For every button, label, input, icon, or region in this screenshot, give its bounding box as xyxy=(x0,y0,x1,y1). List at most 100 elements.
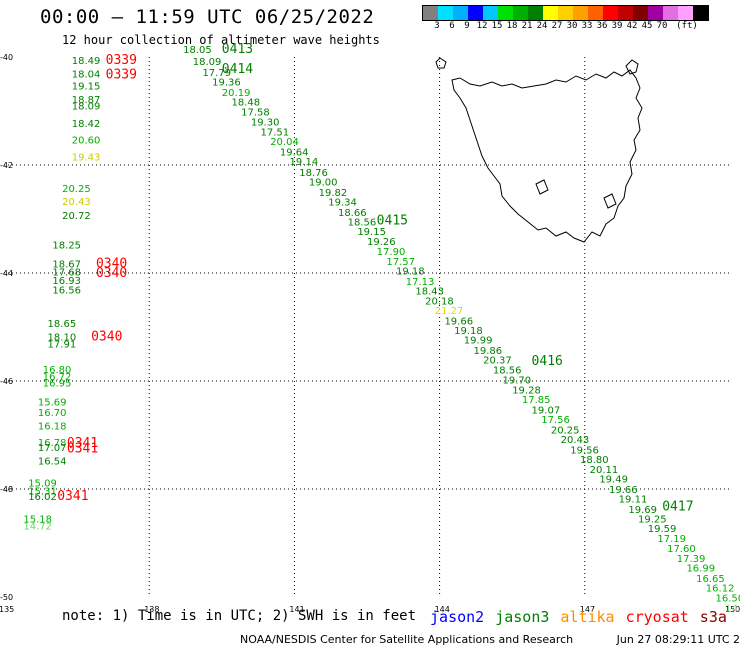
y-tick-label: -44 xyxy=(0,269,13,278)
footer: NOAA/NESDIS Center for Satellite Applica… xyxy=(240,633,740,646)
swh-value: 16.95 xyxy=(43,378,72,389)
swh-value: 17.56 xyxy=(541,415,570,426)
swh-value: 19.86 xyxy=(473,346,502,357)
tasmania-outline xyxy=(451,69,643,243)
swh-value: 18.76 xyxy=(299,168,328,179)
swh-value: 16.02 xyxy=(28,492,57,503)
swh-value: 18.80 xyxy=(580,455,609,466)
colorbar-swatch xyxy=(438,6,453,20)
swh-value: 16.50 xyxy=(715,593,740,604)
swh-value: 18.56 xyxy=(493,365,522,376)
satellite-jason2: jason2 xyxy=(430,608,485,626)
swh-value: 19.56 xyxy=(570,445,599,456)
pass-time-label: 0340 xyxy=(96,266,127,281)
pass-time-label: 0415 xyxy=(377,213,408,228)
x-tick-label: 135 xyxy=(0,605,14,614)
colorbar-swatch xyxy=(528,6,543,20)
swh-value: 18.66 xyxy=(338,208,367,219)
colorbar-swatch xyxy=(648,6,663,20)
swh-value: 19.25 xyxy=(638,514,667,525)
swh-value: 19.18 xyxy=(454,326,483,337)
y-tick-label: -42 xyxy=(0,161,13,170)
pass-time-label: 0417 xyxy=(662,500,693,515)
swh-value: 18.10 xyxy=(48,333,77,344)
x-tick-label: 141 xyxy=(289,605,304,614)
pass-time-label: 0339 xyxy=(106,53,137,68)
satellite-legend: jason2 jason3 altika cryosat s3a xyxy=(430,608,738,626)
swh-value: 18.56 xyxy=(348,217,377,228)
colorbar xyxy=(422,5,709,21)
swh-value: 20.19 xyxy=(222,88,251,99)
colorbar-swatch xyxy=(513,6,528,20)
swh-value: 17.85 xyxy=(522,395,551,406)
swh-value: 18.48 xyxy=(231,98,260,109)
y-tick-label: -40 xyxy=(0,53,13,62)
colorbar-swatch xyxy=(678,6,693,20)
swh-value: 17.51 xyxy=(261,127,290,138)
swh-value: 19.36 xyxy=(212,78,241,89)
island-outline xyxy=(535,179,549,195)
swh-value: 19.30 xyxy=(251,118,280,129)
colorbar-swatch xyxy=(468,6,483,20)
swh-value: 14.92 xyxy=(725,604,740,615)
colorbar-swatch xyxy=(588,6,603,20)
y-tick-label: -50 xyxy=(0,593,13,602)
chart-subtitle: 12 hour collection of altimeter wave hei… xyxy=(62,33,380,47)
swh-value: 19.11 xyxy=(619,495,648,506)
swh-value: 20.43 xyxy=(62,197,91,208)
swh-value: 18.49 xyxy=(72,56,101,67)
note-text: note: 1) Time is in UTC; 2) SWH is in fe… xyxy=(62,608,417,624)
swh-value: 19.99 xyxy=(464,336,493,347)
swh-value: 17.57 xyxy=(386,257,415,268)
satellite-jason3: jason3 xyxy=(495,608,550,626)
footer-credit: NOAA/NESDIS Center for Satellite Applica… xyxy=(240,633,574,646)
colorbar-swatch xyxy=(663,6,678,20)
colorbar-label: 27 xyxy=(551,21,563,31)
footer-timestamp: Jun 27 08:29:11 UTC 2022 xyxy=(616,633,740,646)
colorbar-label: 21 xyxy=(521,21,533,31)
swh-value: 14.72 xyxy=(23,522,52,533)
pass-time-label: 0414 xyxy=(222,62,253,77)
swh-value: 16.12 xyxy=(706,584,735,595)
colorbar-label: 39 xyxy=(611,21,623,31)
colorbar-label: 15 xyxy=(491,21,503,31)
swh-value: 20.25 xyxy=(62,184,91,195)
swh-value: 19.69 xyxy=(628,505,657,516)
satellite-cryosat: cryosat xyxy=(625,608,689,626)
swh-value: 16.65 xyxy=(696,574,725,585)
swh-value: 17.90 xyxy=(377,247,406,258)
x-tick-label: 144 xyxy=(435,605,450,614)
y-tick-label: -46 xyxy=(0,377,13,386)
swh-value: 16.18 xyxy=(38,422,67,433)
swh-value: 18.42 xyxy=(72,119,101,130)
colorbar-label: 45 xyxy=(641,21,653,31)
swh-value: 19.66 xyxy=(444,316,473,327)
colorbar-swatch xyxy=(633,6,648,20)
colorbar-swatch xyxy=(423,6,438,20)
swh-value: 19.00 xyxy=(309,178,338,189)
swh-value: 17.13 xyxy=(406,277,435,288)
swh-value: 15.31 xyxy=(28,486,57,497)
pass-time-label: 0341 xyxy=(57,489,88,504)
axis-ticks: 135 138 141 144 147 150 -40 -42 -44 -46 -48 -50 xyxy=(0,53,740,614)
swh-value: 18.04 xyxy=(72,70,101,81)
swh-value: 18.65 xyxy=(48,319,77,330)
satellite-s3a: s3a xyxy=(699,608,727,626)
colorbar-label: 9 xyxy=(464,21,470,31)
swh-value: 19.82 xyxy=(319,188,348,199)
swh-value: 20.18 xyxy=(425,296,454,307)
pass-time-label: 0413 xyxy=(222,42,253,57)
swh-value: 16.54 xyxy=(38,457,67,468)
swh-value: 20.37 xyxy=(483,356,512,367)
colorbar-label: 36 xyxy=(596,21,608,31)
pass-time-label: 0416 xyxy=(532,354,563,369)
swh-value: 19.70 xyxy=(503,376,532,387)
swh-value: 15.69 xyxy=(38,397,67,408)
pass-time-label: 0340 xyxy=(91,330,122,345)
swh-value: 18.09 xyxy=(193,57,222,68)
swh-value: 19.59 xyxy=(648,524,677,535)
swh-value: 15.18 xyxy=(23,514,52,525)
swh-value: 18.09 xyxy=(72,101,101,112)
island-outline xyxy=(625,59,639,75)
